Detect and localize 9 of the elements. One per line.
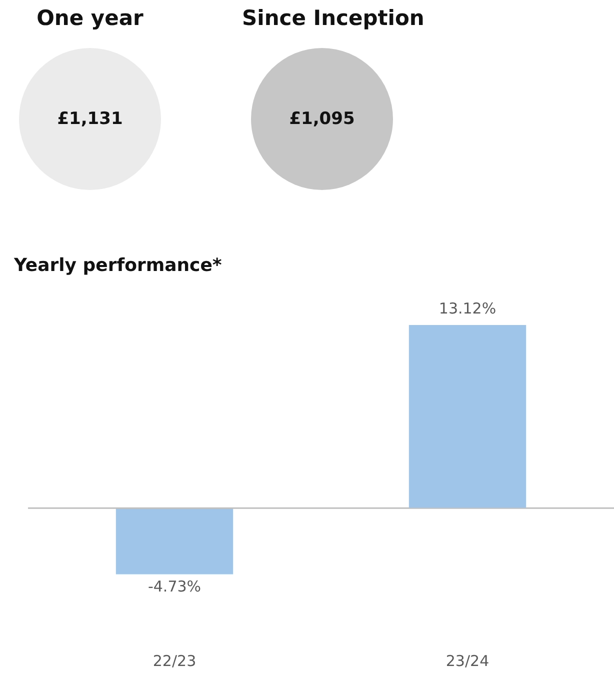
circle-badge: £1,095 (251, 48, 393, 190)
text: One year (36, 6, 144, 30)
data-label: -4.73% (148, 578, 202, 596)
circle-badge: £1,131 (19, 48, 161, 190)
x-tick-label: 23/24 (446, 652, 490, 670)
text: Since Inception (242, 6, 424, 30)
chart-title: Yearly performance* (14, 255, 222, 276)
data-label: 13.12% (438, 299, 496, 318)
x-tick-label: 22/23 (152, 652, 196, 670)
